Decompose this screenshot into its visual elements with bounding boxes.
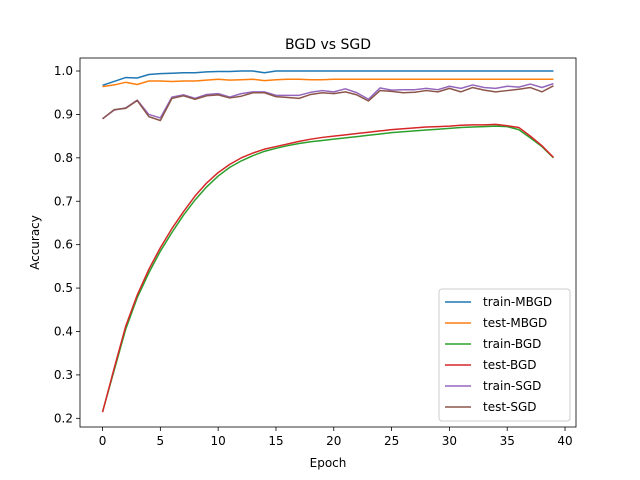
- series-line-train-BGD: [101, 125, 554, 413]
- x-tick-label: 0: [99, 434, 107, 448]
- y-tick-label: 0.7: [54, 194, 73, 208]
- series-line-train-SGD: [102, 82, 554, 120]
- x-tick-label: 30: [442, 434, 457, 448]
- series-line-test-MBGD: [102, 78, 554, 88]
- series-line-test-SGD: [102, 85, 554, 122]
- y-tick-label: 0.8: [54, 151, 73, 165]
- y-tick-label: 0.9: [54, 107, 73, 121]
- x-tick-label: 5: [157, 434, 165, 448]
- ticks-layer: 0 5 10 15 20 25 30 35 40 0.2 0.3 0.4 0.5 0.6 0.7 0.8 0.9…: [54, 64, 573, 448]
- series-layer: [101, 70, 554, 413]
- y-tick-label: 0.2: [54, 411, 73, 425]
- x-tick-label: 10: [211, 434, 226, 448]
- y-tick-label: 0.5: [54, 281, 73, 295]
- legend-entry-test-SGD: test-SGD: [483, 400, 537, 414]
- y-tick-label: 1.0: [54, 64, 73, 78]
- y-axis-label: Accuracy: [28, 215, 42, 270]
- legend-entry-train-MBGD: train-MBGD: [483, 295, 552, 309]
- x-tick-label: 40: [557, 434, 572, 448]
- y-tick-label: 0.3: [54, 368, 73, 382]
- legend: train-MBGD test-MBGD train-BGD test-BGD trai…: [438, 288, 571, 422]
- x-tick-label: 35: [500, 434, 515, 448]
- x-tick-label: 15: [268, 434, 283, 448]
- series-line-test-BGD: [101, 123, 554, 413]
- x-tick-label: 25: [384, 434, 399, 448]
- plot-frame: [79, 57, 577, 428]
- x-tick-label: 20: [326, 434, 341, 448]
- y-tick-label: 0.6: [54, 238, 73, 252]
- x-axis-label: Epoch: [310, 456, 347, 470]
- legend-entry-train-SGD: train-SGD: [483, 379, 541, 393]
- chart-title: BGD vs SGD: [285, 37, 371, 53]
- y-tick-label: 0.4: [54, 324, 73, 338]
- legend-entry-test-BGD: test-BGD: [483, 358, 537, 372]
- series-line-train-MBGD: [102, 70, 554, 87]
- legend-box: [438, 288, 571, 422]
- legend-entry-train-BGD: train-BGD: [483, 337, 541, 351]
- legend-entry-test-MBGD: test-MBGD: [483, 316, 547, 330]
